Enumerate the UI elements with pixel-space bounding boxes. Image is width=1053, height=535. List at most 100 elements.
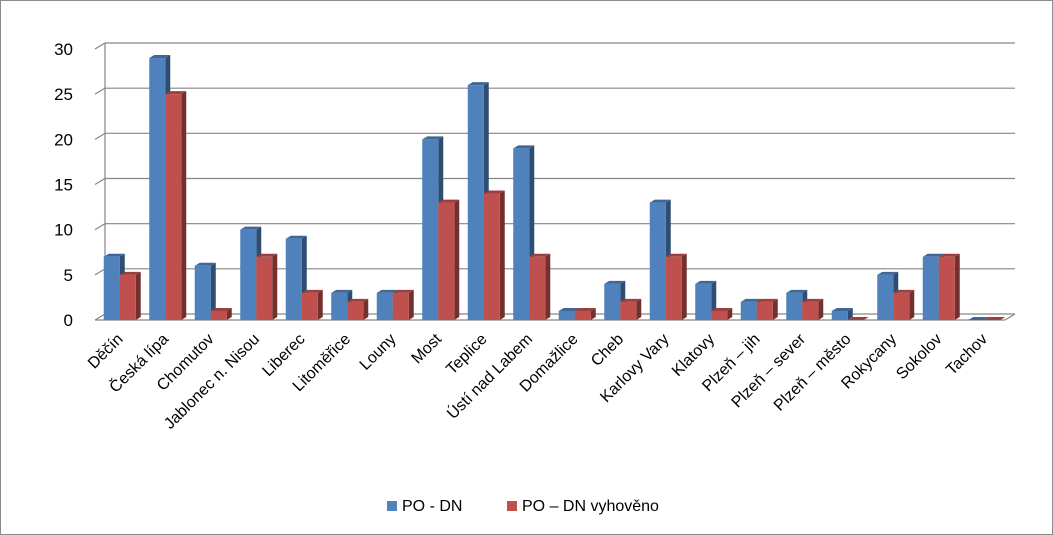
bar-top	[285, 235, 307, 239]
bar-top	[558, 307, 580, 311]
bar-side	[499, 190, 505, 320]
bar-front	[438, 202, 455, 320]
bar-front	[285, 238, 302, 320]
bar-front	[711, 310, 728, 320]
bar-top	[786, 289, 808, 293]
bar-side	[727, 307, 733, 320]
bar-top	[922, 253, 944, 257]
bar-front	[558, 310, 575, 320]
bar-top	[620, 298, 642, 302]
bar-po-dn-vyhoveno	[847, 317, 869, 320]
bar-front	[831, 310, 848, 320]
bar-top	[149, 55, 171, 59]
bar-front	[165, 94, 182, 321]
bar-top	[331, 289, 353, 293]
bar-top	[467, 82, 489, 86]
legend-label: PO – DN vyhověno	[522, 498, 659, 515]
y-tick-label: 0	[64, 311, 73, 330]
gridline-depth	[94, 132, 106, 140]
bar-po-dn	[831, 307, 853, 320]
bar-po-dn-vyhoveno	[438, 199, 460, 320]
bar-front	[210, 310, 227, 320]
bar-front	[194, 265, 211, 320]
bar-side	[681, 253, 687, 320]
bar-front	[922, 256, 939, 320]
bar-top	[256, 253, 278, 257]
bar-front	[103, 256, 120, 320]
bar-front	[604, 283, 621, 320]
bar-top	[165, 91, 187, 95]
legend: PO - DN PO – DN vyhověno	[387, 498, 659, 515]
bars	[103, 55, 1006, 321]
bar-side	[954, 253, 960, 320]
x-tick-label: Louny	[357, 331, 400, 374]
bar-po-dn-vyhoveno	[938, 253, 960, 320]
bar-top	[756, 298, 778, 302]
bar-top	[649, 199, 671, 203]
gridline-depth	[94, 223, 106, 231]
bar-side	[363, 298, 369, 320]
bar-front	[483, 193, 500, 320]
bar-side	[135, 271, 141, 320]
bar-top	[301, 289, 323, 293]
bar-po-dn-vyhoveno	[711, 307, 733, 320]
bar-po-dn-vyhoveno	[347, 298, 369, 320]
bar-top	[103, 253, 125, 257]
legend-item: PO - DN	[387, 498, 462, 515]
bar-front	[467, 85, 484, 320]
bar-side	[818, 298, 824, 320]
bar-po-dn-vyhoveno	[620, 298, 642, 320]
bar-top	[347, 298, 369, 302]
y-tick-label: 5	[64, 266, 73, 285]
bar-top	[665, 253, 687, 257]
bar-po-dn-vyhoveno	[301, 289, 323, 320]
bar-front	[938, 256, 955, 320]
bar-po-dn-vyhoveno	[984, 317, 1006, 320]
bar-side	[408, 289, 414, 320]
bar-top	[194, 262, 216, 266]
bar-front	[877, 274, 894, 320]
bar-top	[938, 253, 960, 257]
legend-swatch	[387, 501, 397, 511]
bar-po-dn-vyhoveno	[165, 91, 187, 321]
x-tick-label: Tachov	[943, 331, 991, 379]
bar-front	[240, 229, 257, 320]
bar-side	[272, 253, 278, 320]
bar-front	[649, 202, 666, 320]
bar-front	[376, 292, 393, 320]
y-tick-label: 10	[54, 221, 73, 240]
gridline-depth	[94, 313, 106, 321]
bar-front	[786, 292, 803, 320]
bar-front	[665, 256, 682, 320]
bar-top	[877, 271, 899, 275]
y-tick-label: 25	[54, 85, 73, 104]
bar-top	[483, 190, 505, 194]
bar-front	[574, 310, 591, 320]
bar-po-dn-vyhoveno	[119, 271, 141, 320]
x-tick-label: Sokolov	[893, 331, 945, 383]
bar-top	[438, 199, 460, 203]
gridline-depth	[94, 177, 106, 186]
bar-po-dn-vyhoveno	[256, 253, 278, 320]
x-tick-label: Most	[409, 330, 446, 367]
bar-front	[529, 256, 546, 320]
bar-front	[802, 301, 819, 320]
legend-label: PO - DN	[402, 498, 462, 515]
bar-top	[711, 307, 733, 311]
bar-side	[454, 199, 460, 320]
bar-po-dn-vyhoveno	[574, 307, 596, 320]
bar-front	[331, 292, 348, 320]
bar-top	[574, 307, 596, 311]
bar-side	[590, 307, 596, 320]
bar-top	[119, 271, 141, 275]
bar-top	[529, 253, 551, 257]
x-tick-label: Cheb	[588, 331, 627, 370]
bar-top	[847, 317, 869, 320]
y-tick-label: 15	[54, 176, 73, 195]
bar-top	[831, 307, 853, 311]
gridlines	[94, 42, 1016, 321]
bar-top	[422, 136, 444, 140]
bar-front	[347, 301, 364, 320]
floor-right-edge	[1004, 313, 1016, 321]
